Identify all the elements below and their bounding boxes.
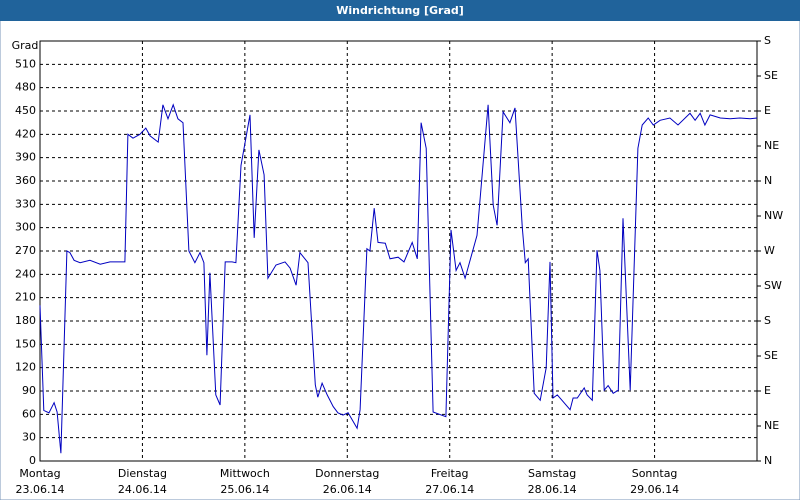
x-tick-date: 26.06.14 [323, 483, 372, 496]
y2-tick-label: E [764, 384, 771, 397]
title-bar [0, 0, 800, 21]
y2-tick-label: S [764, 34, 771, 47]
y-axis-label: Grad [12, 39, 39, 52]
y-tick-label: 0 [29, 454, 36, 467]
y-tick-label: 390 [15, 151, 36, 164]
y-tick-label: 330 [15, 197, 36, 210]
y2-tick-label: SW [764, 279, 782, 292]
y-tick-label: 30 [22, 431, 36, 444]
chart-title: Windrichtung [Grad] [336, 4, 464, 17]
y-tick-label: 270 [15, 244, 36, 257]
y2-tick-label: S [764, 314, 771, 327]
x-tick-label: Donnerstag [315, 467, 379, 480]
x-tick-label: Montag [19, 467, 60, 480]
x-tick-date: 29.06.14 [630, 483, 679, 496]
y2-tick-label: NE [764, 139, 779, 152]
x-tick-label: Sonntag [632, 467, 678, 480]
y2-tick-label: NW [764, 209, 783, 222]
y-tick-label: 480 [15, 81, 36, 94]
y2-tick-label: N [764, 174, 772, 187]
y-tick-label: 240 [15, 267, 36, 280]
x-tick-date: 25.06.14 [220, 483, 269, 496]
y-tick-label: 60 [22, 407, 36, 420]
y2-tick-label: SE [764, 349, 778, 362]
y-tick-label: 300 [15, 221, 36, 234]
y-tick-label: 210 [15, 291, 36, 304]
y-tick-label: 120 [15, 361, 36, 374]
line-series [39, 103, 758, 454]
y-tick-label: 180 [15, 314, 36, 327]
x-tick-label: Freitag [431, 467, 469, 480]
y-tick-label: 360 [15, 174, 36, 187]
y2-tick-label: NE [764, 419, 779, 432]
x-tick-label: Mittwoch [220, 467, 270, 480]
y-tick-label: 420 [15, 127, 36, 140]
x-tick-date: 24.06.14 [118, 483, 167, 496]
y-tick-label: 150 [15, 337, 36, 350]
y2-tick-label: W [764, 244, 775, 257]
y-tick-label: 510 [15, 57, 36, 70]
x-tick-date: 28.06.14 [528, 483, 577, 496]
x-tick-date: 27.06.14 [425, 483, 474, 496]
y2-tick-label: E [764, 104, 771, 117]
y2-tick-label: N [764, 454, 772, 467]
y2-tick-label: SE [764, 69, 778, 82]
x-tick-date: 23.06.14 [16, 483, 65, 496]
y-tick-label: 90 [22, 384, 36, 397]
x-tick-label: Samstag [528, 467, 576, 480]
x-tick-label: Dienstag [118, 467, 167, 480]
y-tick-label: 450 [15, 104, 36, 117]
